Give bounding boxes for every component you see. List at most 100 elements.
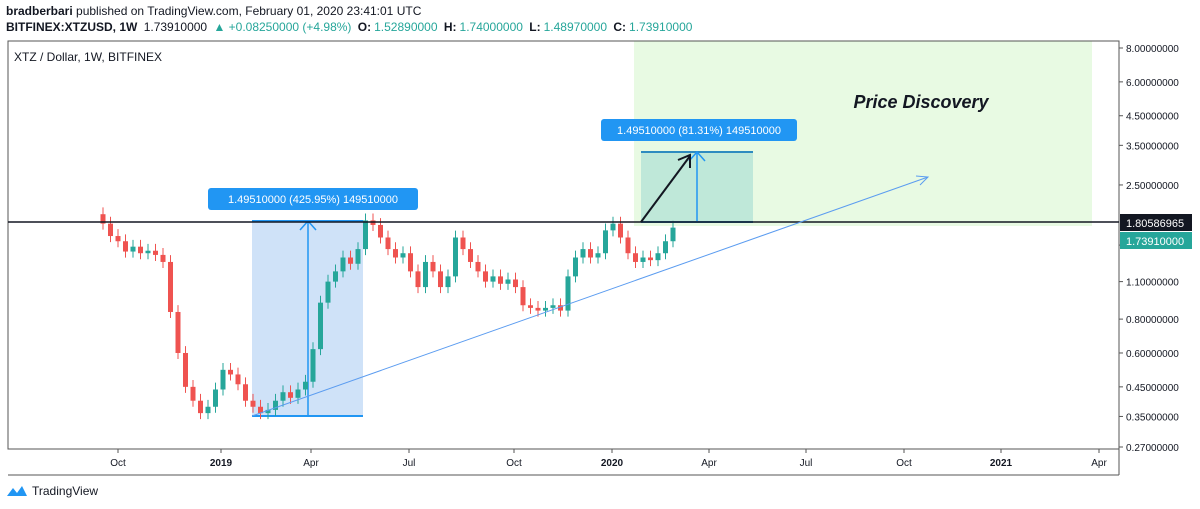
x-tick-label: Apr xyxy=(701,458,717,469)
candle xyxy=(663,241,668,254)
candle xyxy=(363,220,368,250)
x-tick-label: Jul xyxy=(403,458,416,469)
candle xyxy=(618,223,623,238)
y-tick-label: 0.35000000 xyxy=(1126,412,1179,423)
candle xyxy=(535,307,541,311)
candle xyxy=(243,384,248,401)
candle xyxy=(483,271,488,282)
candle xyxy=(378,224,383,238)
candle xyxy=(513,279,518,288)
breakout-arrowhead xyxy=(677,153,691,168)
measure-box-1-arrowhead xyxy=(299,219,317,231)
candle xyxy=(303,381,308,390)
candle xyxy=(453,237,458,277)
candle xyxy=(310,349,316,382)
brand-name: TradingView xyxy=(32,484,99,498)
candle xyxy=(528,305,533,308)
candle xyxy=(130,246,136,252)
ohlc-line: BITFINEX:XTZUSD, 1W 1.73910000 ▲ +0.0825… xyxy=(6,19,695,35)
candle xyxy=(520,287,526,306)
candle xyxy=(160,254,166,262)
candle xyxy=(445,276,451,288)
candle xyxy=(348,257,353,264)
y-tick-label: 1.10000000 xyxy=(1126,278,1179,289)
high-value: 1.74000000 xyxy=(459,20,523,34)
candle xyxy=(138,246,143,254)
candle xyxy=(393,249,398,258)
low-value: 1.48970000 xyxy=(543,20,608,34)
y-tick-label: 4.50000000 xyxy=(1126,112,1179,123)
candle xyxy=(318,302,323,350)
resistance-price-label: 1.80586965 xyxy=(1126,218,1184,230)
symbol-label: BITFINEX:XTZUSD, 1W xyxy=(6,20,138,34)
y-tick-label: 0.80000000 xyxy=(1126,315,1179,326)
high-label: H: xyxy=(443,20,457,34)
candle xyxy=(460,237,466,250)
candle xyxy=(333,271,338,282)
candle xyxy=(490,276,496,282)
candle xyxy=(295,389,301,398)
last-price-label: 1.73910000 xyxy=(1126,236,1184,248)
y-tick-label: 6.00000000 xyxy=(1126,78,1179,89)
tradingview-brand[interactable]: TradingView xyxy=(6,484,98,498)
candle xyxy=(213,389,218,407)
candle xyxy=(115,236,121,242)
x-tick-label: Oct xyxy=(506,458,522,469)
measure-box-2-arrowhead xyxy=(688,150,706,162)
candle xyxy=(438,271,443,288)
candle xyxy=(235,374,241,385)
candle xyxy=(505,279,511,284)
measure-label-2-bg xyxy=(601,119,797,141)
y-tick-label: 3.50000000 xyxy=(1126,141,1179,152)
y-tick-label: 8.00000000 xyxy=(1126,44,1179,55)
last-price: 1.73910000 xyxy=(143,20,208,34)
close-value: 1.73910000 xyxy=(629,20,693,34)
publisher-name[interactable]: bradberbari xyxy=(6,4,73,18)
low-label: L: xyxy=(529,20,541,34)
candle xyxy=(175,311,181,353)
candle xyxy=(558,305,563,311)
candle xyxy=(250,400,256,407)
candle xyxy=(108,223,113,237)
last-price-badge xyxy=(1120,232,1192,249)
candle xyxy=(265,409,271,414)
trendline-arrowhead xyxy=(915,175,930,186)
candle xyxy=(625,237,631,254)
measure-label-2: 1.49510000 (81.31%) 149510000 xyxy=(617,125,781,137)
x-tick-label: Oct xyxy=(110,458,126,469)
candle xyxy=(205,406,211,414)
candle xyxy=(168,261,173,312)
candle xyxy=(550,305,556,308)
candle xyxy=(228,369,233,375)
candle xyxy=(498,276,503,284)
tradingview-logo-icon xyxy=(7,486,27,496)
y-tick-label: 0.45000000 xyxy=(1126,383,1179,394)
candle xyxy=(408,253,413,272)
candle xyxy=(603,230,608,254)
x-tick-label: Oct xyxy=(896,458,912,469)
candle xyxy=(145,250,151,254)
candle xyxy=(565,276,571,311)
measure-label-1-bg xyxy=(208,188,418,210)
candle xyxy=(288,392,293,398)
y-tick-label: 0.60000000 xyxy=(1126,349,1179,360)
chart-title: XTZ / Dollar, 1W, BITFINEX xyxy=(14,50,162,64)
candle xyxy=(258,406,263,414)
candles-group xyxy=(100,207,676,420)
chart-header: bradberbari published on TradingView.com… xyxy=(6,3,695,35)
candle xyxy=(430,261,436,272)
candle xyxy=(280,392,286,401)
candle xyxy=(633,253,638,262)
candle xyxy=(123,241,128,252)
candle xyxy=(355,249,361,264)
y-tick-label: 2.50000000 xyxy=(1126,181,1179,192)
candle xyxy=(475,261,481,272)
candle xyxy=(153,250,158,255)
trendline[interactable] xyxy=(251,176,929,417)
candle xyxy=(610,223,616,231)
breakout-arrow[interactable] xyxy=(640,155,691,223)
candle xyxy=(580,249,586,258)
candle xyxy=(273,400,278,410)
candle xyxy=(325,281,331,303)
